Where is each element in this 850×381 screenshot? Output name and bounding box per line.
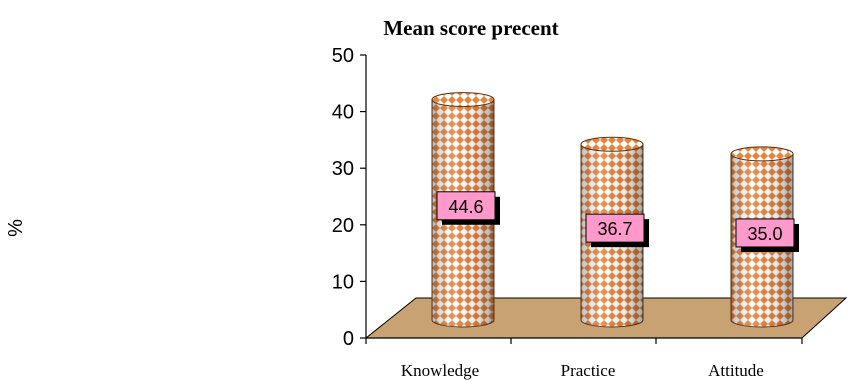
- data-label-box: [735, 218, 795, 248]
- y-axis: 0 10 20 30 40 50: [332, 45, 367, 350]
- data-labels: 44.6 36.7 35.0: [436, 191, 799, 252]
- bar-top: [730, 146, 794, 162]
- data-label-value: 44.6: [448, 197, 483, 217]
- data-label-value: 35.0: [747, 224, 782, 244]
- bar-top: [580, 136, 644, 152]
- data-label: 36.7: [585, 213, 649, 248]
- y-tick-label: 10: [332, 271, 354, 293]
- y-tick-label: 20: [332, 215, 354, 237]
- data-label-box: [585, 213, 645, 243]
- y-tick-label: 40: [332, 102, 354, 124]
- x-tick-label: Attitude: [708, 361, 764, 380]
- x-tick-label: Practice: [561, 361, 616, 380]
- bar-practice: [580, 136, 644, 328]
- y-tick-label: 30: [332, 158, 354, 180]
- y-tick-label: 50: [332, 45, 354, 67]
- y-tick-label: 0: [343, 328, 354, 350]
- chart-title: Mean score precent: [383, 16, 558, 40]
- x-tick-label: Knowledge: [401, 361, 479, 380]
- data-label-box: [436, 191, 496, 221]
- y-axis-label: %: [5, 219, 27, 237]
- category-axis: Knowledge Practice Attitude: [365, 337, 803, 380]
- data-label: 35.0: [735, 218, 799, 252]
- bar-top: [431, 92, 495, 108]
- data-label: 44.6: [436, 191, 500, 225]
- data-label-value: 36.7: [597, 219, 632, 239]
